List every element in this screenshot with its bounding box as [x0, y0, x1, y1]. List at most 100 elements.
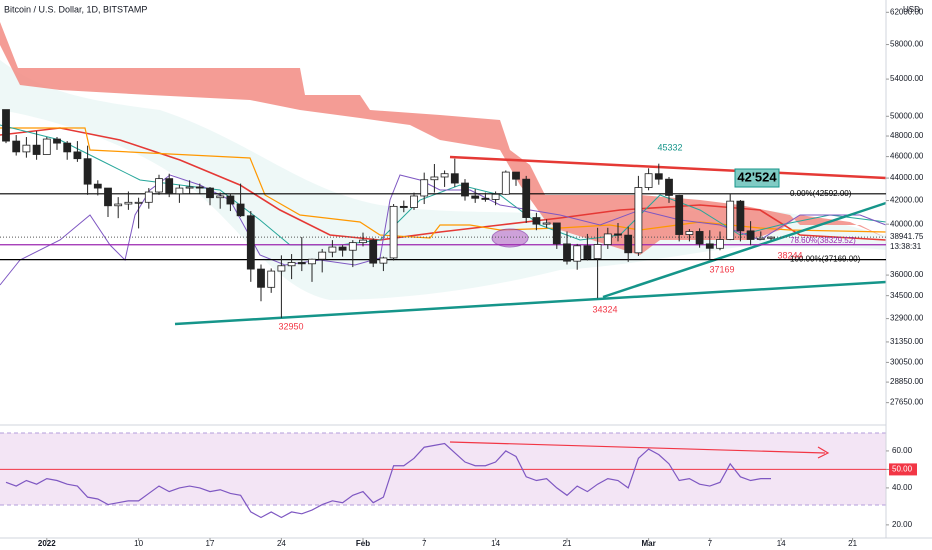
candle-body — [746, 230, 755, 240]
candle-body — [63, 142, 72, 153]
y-tick-label: 42000.00 — [890, 196, 924, 205]
candle-body — [634, 187, 643, 254]
candle-body — [614, 233, 622, 236]
candle-body — [399, 205, 408, 208]
candle-body — [695, 231, 704, 245]
candle-body — [308, 258, 316, 265]
candle-body — [736, 200, 745, 232]
price-box — [734, 168, 780, 188]
x-tick-label: 17 — [206, 539, 215, 548]
rsi-line — [5, 442, 771, 519]
rising-trendline — [602, 201, 887, 299]
candle-body — [563, 243, 571, 262]
candle-body — [134, 201, 143, 204]
y-tick-label: 31350.00 — [890, 337, 924, 346]
candle-body — [12, 140, 21, 153]
x-tick-label: 7 — [708, 539, 713, 548]
y-tick-label: 40.00 — [892, 483, 913, 492]
x-tick-label: 10 — [134, 539, 143, 548]
countdown: 13:38:31 — [890, 242, 922, 251]
y-tick-label: 60.00 — [892, 446, 913, 455]
candle-body — [552, 222, 561, 245]
chart-title: Bitcoin / U.S. Dollar, 1D, BITSTAMP — [4, 4, 147, 14]
candle-body — [348, 242, 357, 251]
currency-box — [899, 3, 919, 15]
resistance-trendline — [449, 155, 887, 180]
x-tick-label: Feb — [356, 539, 370, 548]
candle-body — [195, 186, 204, 189]
fib-label: 100.00%(37169.00) — [790, 255, 861, 264]
candle-body — [716, 239, 724, 249]
candle-body — [542, 222, 551, 225]
annotation: 32950 — [278, 321, 303, 331]
candle-body — [461, 182, 469, 197]
candle-body — [175, 187, 184, 195]
candle-body — [246, 215, 255, 270]
fib-label: 0.00%(42592.00) — [790, 189, 852, 198]
candle-body — [185, 186, 194, 189]
candle-body — [359, 239, 367, 244]
candle-body — [644, 173, 653, 188]
candle-body — [277, 265, 286, 272]
candle-body — [767, 236, 775, 239]
y-tick-label: 27650.00 — [890, 398, 924, 407]
midline-box — [889, 463, 917, 476]
candle-body — [257, 268, 265, 288]
y-tick-label: 44000.00 — [890, 173, 924, 182]
current-price: 38941.75 — [890, 232, 924, 241]
y-tick-label: 28850.00 — [890, 377, 924, 386]
candle-body — [73, 151, 82, 160]
candle-body — [471, 195, 480, 199]
y-tick-label: 30050.00 — [890, 358, 924, 367]
candle-body — [420, 179, 429, 197]
candle-body — [32, 144, 41, 155]
arrow-head — [817, 446, 830, 459]
rsi-divergence — [449, 441, 826, 454]
annotation: 34324 — [592, 304, 617, 314]
candle-body — [389, 205, 398, 259]
candle-body — [624, 234, 633, 254]
candle-body — [512, 171, 520, 180]
highlight-ellipse — [491, 228, 529, 248]
annotation: 42'524 — [737, 169, 777, 184]
candle-body — [532, 217, 541, 225]
candle-body — [379, 257, 388, 264]
x-tick-label: Mar — [641, 539, 655, 548]
candle-body — [226, 195, 235, 205]
annotation: 45332 — [657, 142, 682, 152]
candle-body — [114, 203, 123, 207]
candle-body — [124, 201, 133, 205]
candle-body — [450, 173, 459, 184]
x-tick-label: 7 — [422, 539, 427, 548]
candle-body — [287, 262, 296, 267]
y-tick-label: 32900.00 — [890, 314, 924, 323]
y-tick-label: 20.00 — [892, 520, 913, 529]
candle-body — [654, 173, 663, 180]
candle-body — [675, 195, 684, 235]
candle-body — [726, 200, 735, 240]
x-tick-label: 21 — [563, 539, 572, 548]
candle-body — [685, 231, 694, 235]
candle-body — [410, 195, 418, 208]
candle-body — [369, 239, 378, 264]
candle-body — [155, 178, 163, 193]
annotation: 38244 — [777, 250, 802, 260]
y-tick-label: 48000.00 — [890, 131, 924, 140]
annotation: 37169 — [709, 264, 734, 274]
ichimoku-cloud — [0, 22, 886, 255]
y-tick-label: 40000.00 — [890, 219, 924, 228]
candle-body — [573, 245, 582, 262]
candle-body — [522, 178, 531, 218]
candle-body — [593, 244, 602, 259]
candle-body — [338, 246, 347, 251]
x-tick-label: 2022 — [38, 539, 56, 548]
y-tick-label: 50000.00 — [890, 111, 924, 120]
candle-body — [53, 138, 61, 144]
candle-body — [481, 197, 490, 200]
candle-body — [104, 187, 112, 207]
candle-body — [491, 193, 500, 200]
candle-body — [144, 191, 153, 203]
candle-body — [93, 183, 102, 189]
y-tick-label: 46000.00 — [890, 152, 924, 161]
